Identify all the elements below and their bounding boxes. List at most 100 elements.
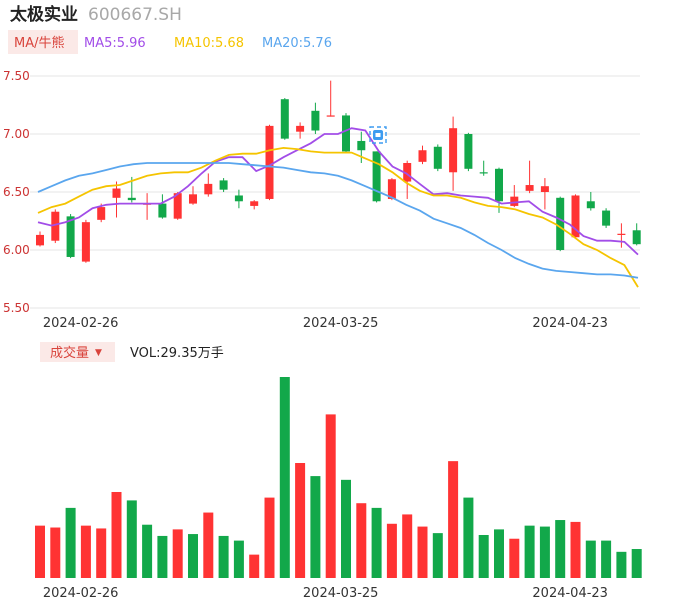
- volume-bar: [279, 377, 290, 578]
- volume-bar: [126, 500, 137, 578]
- volume-bar: [539, 526, 550, 578]
- candle-body: [357, 140, 366, 151]
- candle-body: [602, 210, 611, 226]
- volume-bar: [96, 528, 107, 578]
- date-label: 2024-03-25: [303, 586, 379, 601]
- volume-bar: [417, 526, 428, 578]
- volume-bar: [448, 461, 459, 578]
- stock-code: 600667.SH: [88, 5, 182, 25]
- candle-body: [189, 194, 197, 204]
- volume-bar: [295, 463, 306, 578]
- volume-bar: [371, 507, 382, 578]
- candle-body: [204, 183, 213, 195]
- price-tick-label: 6.00: [3, 243, 30, 257]
- candle-body: [97, 207, 106, 220]
- date-label: 2024-04-23: [532, 586, 608, 601]
- volume-bar: [570, 521, 581, 578]
- candlestick-series: [36, 80, 641, 263]
- price-tick-label: 7.50: [3, 69, 30, 83]
- volume-bar: [601, 540, 612, 578]
- volume-bar: [111, 491, 122, 578]
- volume-bar: [65, 507, 76, 578]
- volume-bar: [494, 529, 504, 578]
- volume-bar: [264, 497, 275, 578]
- volume-bar: [172, 529, 183, 578]
- candle-body: [36, 234, 44, 246]
- date-axis-volume: 2024-02-26 2024-03-25 2024-04-23: [43, 586, 608, 601]
- candle-body: [311, 110, 320, 131]
- volume-bar: [310, 476, 321, 578]
- volume-bar: [341, 479, 351, 578]
- candle-body: [449, 128, 458, 173]
- volume-bar: [509, 538, 520, 578]
- candle-body: [617, 233, 626, 235]
- volume-bar: [142, 524, 153, 578]
- volume-bar: [555, 520, 566, 578]
- candle-body: [495, 168, 503, 202]
- candle-body: [571, 195, 580, 238]
- date-label: 2024-02-26: [43, 316, 119, 331]
- candle-body: [464, 134, 473, 169]
- date-label: 2024-04-23: [532, 316, 608, 331]
- price-tick-label: 5.50: [3, 301, 30, 315]
- volume-pill[interactable]: [40, 342, 115, 362]
- volume-bar: [188, 534, 198, 578]
- candle-body: [387, 179, 396, 199]
- candle-body: [66, 216, 75, 257]
- candle-body: [265, 125, 274, 199]
- volume-bar: [325, 414, 336, 578]
- ma10-value: MA10:5.68: [174, 36, 244, 51]
- date-axis-price: 2024-02-26 2024-03-25 2024-04-23: [43, 316, 608, 331]
- volume-bar: [402, 514, 413, 578]
- date-label: 2024-02-26: [43, 586, 119, 601]
- moving-average-lines: [37, 127, 639, 288]
- candle-body: [280, 99, 289, 139]
- candle-body: [296, 125, 305, 132]
- volume-bar: [616, 551, 627, 578]
- candle-body: [433, 146, 442, 169]
- candle-body: [586, 201, 595, 209]
- candle-body: [112, 188, 121, 198]
- candle-body: [372, 151, 381, 202]
- ma5-line: [37, 127, 639, 256]
- candle-body: [556, 197, 565, 250]
- volume-bar: [203, 512, 214, 578]
- candle-body: [81, 222, 90, 262]
- volume-bar: [463, 497, 474, 578]
- stock-name: 太极实业: [10, 4, 78, 25]
- indicator-label[interactable]: MA/牛熊: [14, 35, 65, 51]
- candle-body: [219, 180, 228, 190]
- volume-bar: [524, 525, 535, 578]
- candle-body: [51, 211, 60, 241]
- volume-value: VOL:29.35万手: [130, 346, 224, 361]
- ma10-line: [37, 146, 639, 288]
- candle-body: [418, 150, 427, 162]
- candle-body: [173, 193, 182, 219]
- volume-bar: [631, 549, 642, 578]
- volume-bar: [478, 534, 489, 578]
- candle-body: [632, 230, 641, 245]
- candle-body: [540, 186, 549, 192]
- volume-bar: [356, 503, 367, 578]
- volume-bar: [386, 523, 397, 578]
- ma5-value: MA5:5.96: [84, 36, 146, 51]
- volume-bar: [585, 540, 596, 578]
- candle-body: [479, 172, 488, 174]
- volume-bar: [35, 525, 45, 578]
- volume-label[interactable]: 成交量: [50, 345, 89, 361]
- volume-bar: [233, 540, 244, 578]
- candle-body: [326, 115, 335, 117]
- chevron-down-icon[interactable]: ▼: [95, 348, 102, 358]
- price-axis: 7.50 7.00 6.50 6.00 5.50: [3, 69, 30, 315]
- candle-body: [510, 196, 519, 206]
- signal-badge-icon[interactable]: [369, 126, 387, 144]
- candle-body: [234, 195, 243, 202]
- indicator-pill[interactable]: [8, 30, 78, 54]
- date-label: 2024-03-25: [303, 316, 379, 331]
- candle-body: [525, 185, 534, 191]
- candle-body: [127, 197, 136, 201]
- candle-body: [403, 163, 412, 182]
- candle-body: [342, 115, 350, 152]
- volume-series: [35, 377, 642, 578]
